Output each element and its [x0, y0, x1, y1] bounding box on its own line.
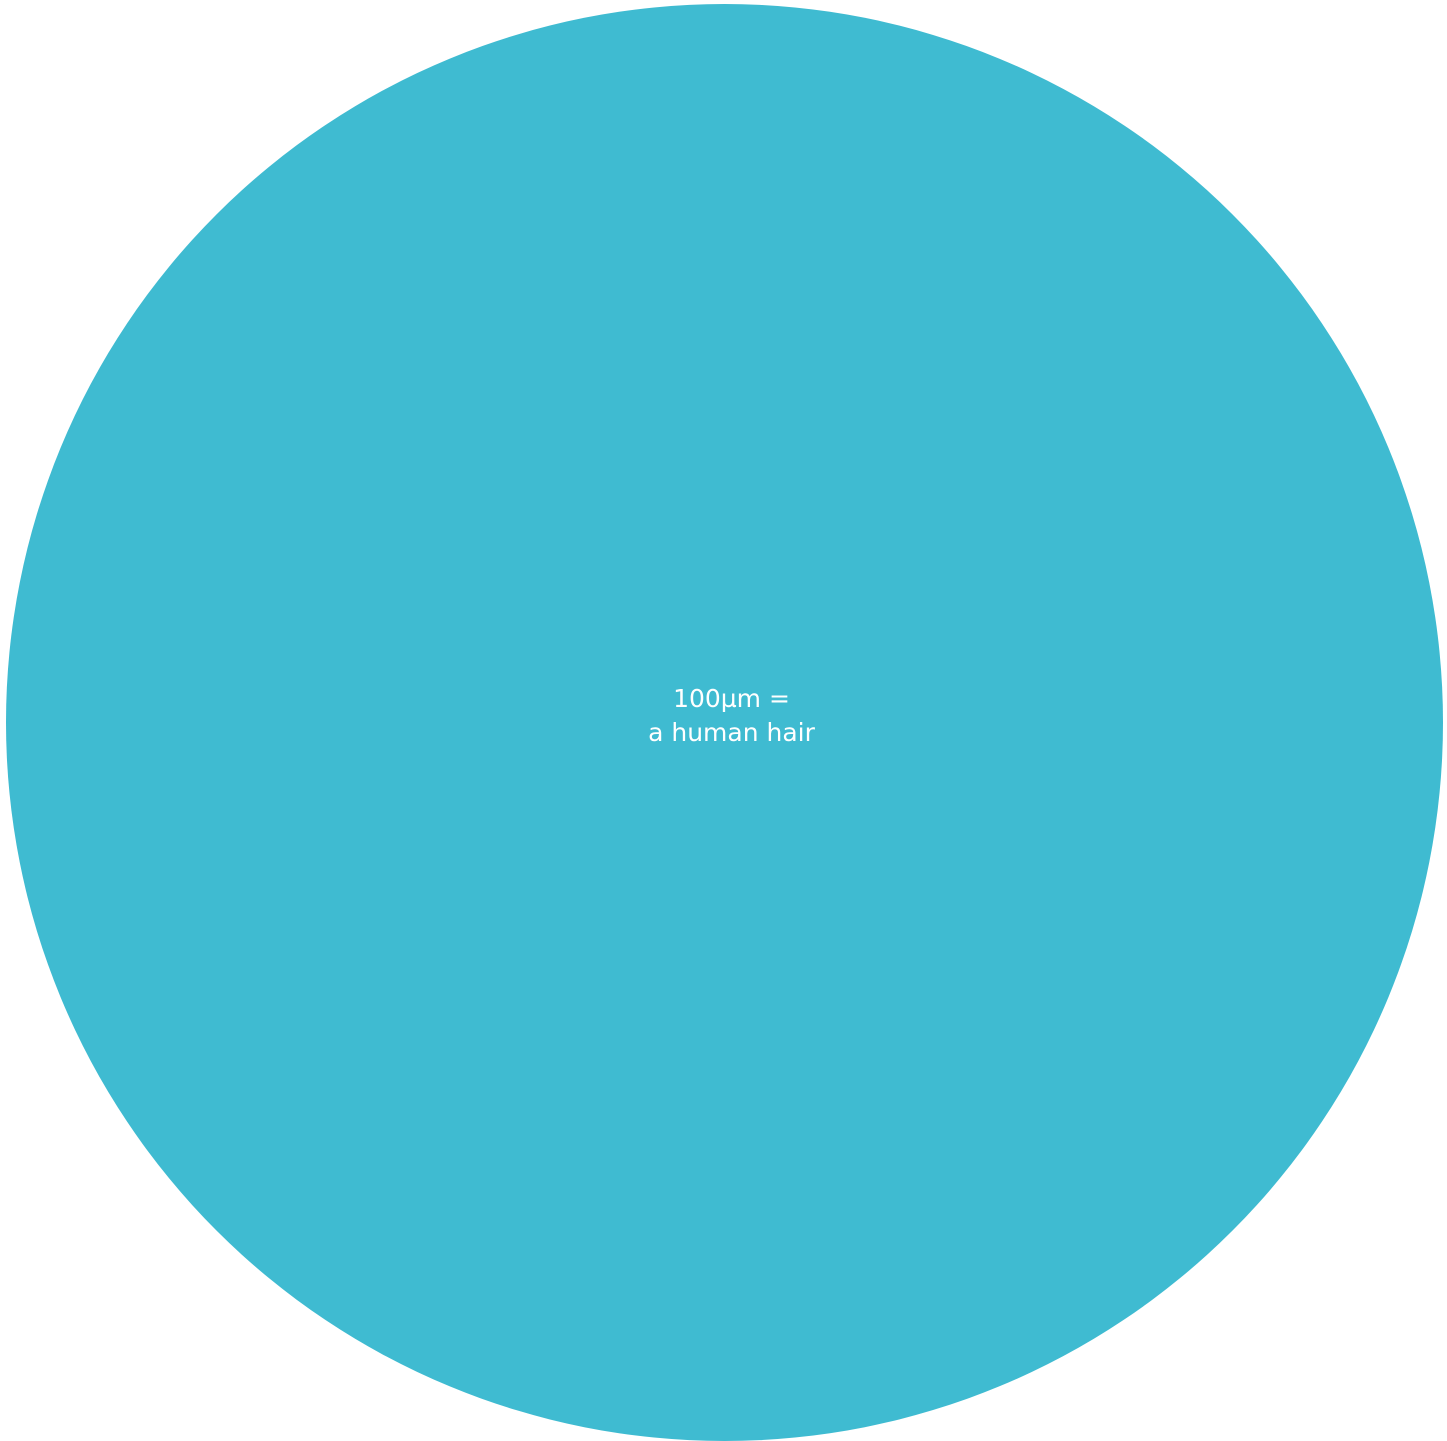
circle-label-measurement: 100µm =	[673, 684, 790, 713]
circle-label: 100µm = a human hair	[0, 682, 1447, 750]
human-hair-scale-circle	[6, 4, 1443, 1441]
circle-label-description: a human hair	[648, 718, 815, 747]
